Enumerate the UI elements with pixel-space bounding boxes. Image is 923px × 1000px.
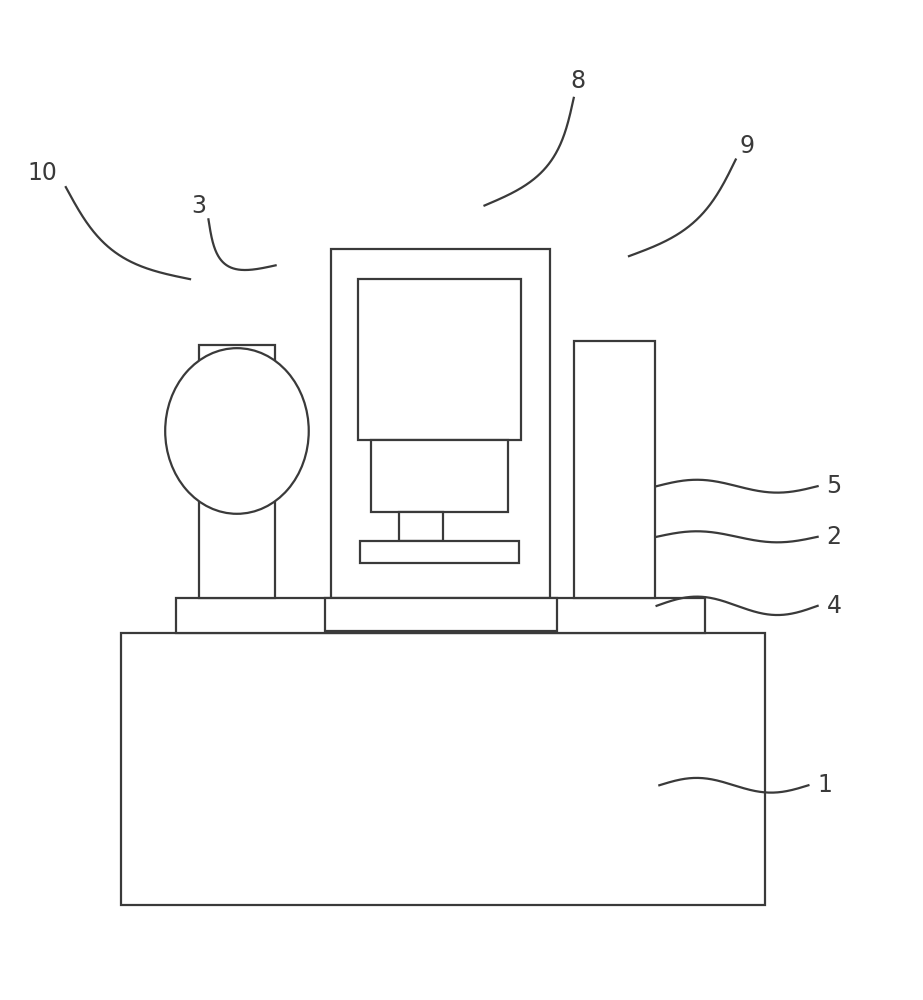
Text: 3: 3 — [192, 194, 207, 218]
Bar — [176, 598, 705, 633]
Bar — [574, 341, 654, 598]
Bar — [121, 633, 765, 905]
Text: 2: 2 — [827, 525, 842, 549]
Text: 10: 10 — [28, 161, 58, 185]
Bar — [199, 345, 275, 598]
Text: 4: 4 — [827, 594, 842, 618]
Text: 5: 5 — [827, 474, 842, 498]
Bar — [325, 598, 557, 631]
Bar — [399, 512, 443, 541]
Text: 1: 1 — [818, 773, 833, 797]
Text: 9: 9 — [739, 134, 754, 158]
Text: 8: 8 — [570, 69, 586, 93]
Bar — [330, 249, 550, 598]
Bar — [357, 279, 521, 440]
Bar — [371, 440, 508, 512]
Bar — [360, 541, 519, 563]
Ellipse shape — [165, 348, 308, 514]
